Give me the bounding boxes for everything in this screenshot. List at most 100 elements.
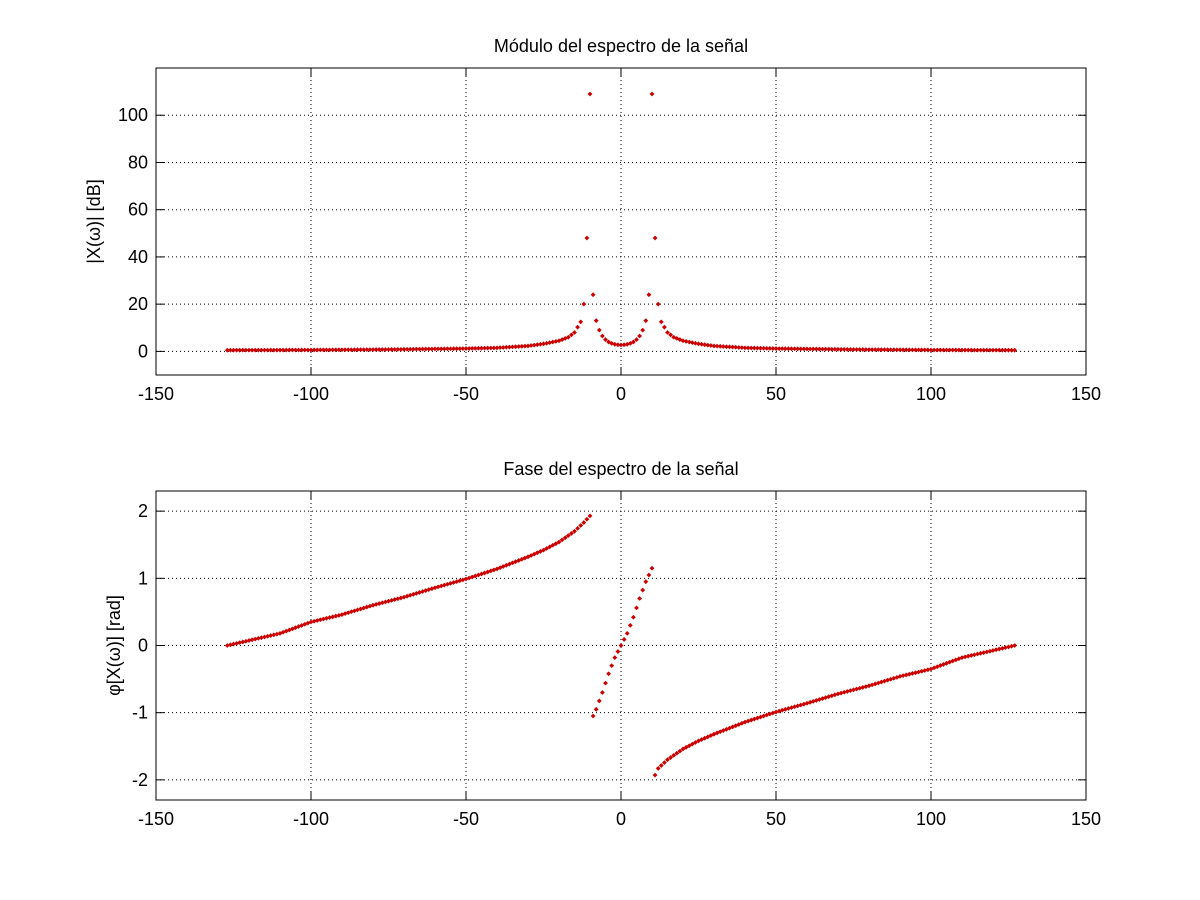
magnitude-data-point	[944, 347, 949, 353]
magnitude-data-point	[745, 345, 751, 351]
magnitude-data-point	[643, 318, 649, 324]
magnitude-data-point	[733, 344, 739, 350]
phase-data-point	[1012, 643, 1018, 648]
magnitude-data-point	[705, 342, 711, 348]
phase-data-point	[677, 748, 683, 754]
magnitude-data-point	[417, 346, 422, 352]
magnitude-data-point	[370, 347, 376, 352]
magnitude-data-point	[342, 347, 348, 353]
magnitude-data-point	[596, 327, 602, 333]
phase-data-point	[584, 516, 590, 522]
magnitude-data-point	[649, 91, 655, 97]
magnitude-data-point	[305, 347, 311, 353]
magnitude-data-point	[237, 347, 243, 353]
phase-data-point	[587, 513, 593, 519]
magnitude-data-point	[981, 347, 987, 353]
magnitude-data-point	[547, 340, 553, 345]
magnitude-data-point	[925, 347, 931, 353]
magnitude-data-point	[823, 346, 828, 352]
phase-data-point	[674, 750, 680, 756]
phase-data-point	[556, 539, 562, 545]
magnitude-data-point	[686, 339, 692, 345]
phase-xtick-label: 100	[916, 809, 946, 829]
magnitude-data-point	[550, 339, 556, 345]
magnitude-data-point	[1009, 347, 1014, 353]
magnitude-data-point	[906, 347, 912, 353]
magnitude-data-point	[621, 342, 627, 348]
magnitude-data-point	[1006, 347, 1011, 353]
phase-ytick-label: 1	[138, 568, 148, 588]
phase-data-point	[479, 571, 484, 577]
magnitude-data-point	[720, 344, 726, 349]
phase-data-point	[643, 579, 649, 585]
magnitude-data-point	[500, 345, 506, 350]
phase-data-point	[624, 631, 630, 636]
magnitude-data-point	[652, 235, 658, 241]
magnitude-data-point	[426, 346, 432, 352]
magnitude-data-point	[634, 337, 639, 342]
magnitude-data-point	[572, 330, 577, 335]
magnitude-ytick-label: 80	[128, 152, 148, 172]
magnitude-data-point	[293, 347, 298, 353]
magnitude-data-point	[556, 338, 562, 344]
magnitude-data-point	[680, 338, 686, 344]
magnitude-data-point	[820, 346, 825, 352]
magnitude-data-point	[234, 347, 239, 353]
magnitude-data-point	[327, 347, 332, 353]
magnitude-data-point	[869, 347, 875, 353]
phase-axes-frame	[155, 490, 1087, 801]
magnitude-data-point	[916, 347, 921, 353]
magnitude-data-point	[888, 347, 894, 353]
magnitude-data-point	[311, 347, 317, 353]
magnitude-data-point	[755, 345, 760, 351]
phase-xtick-label: -150	[138, 809, 174, 829]
phase-data-point	[578, 523, 584, 528]
phase-title: Fase del espectro de la señal	[503, 459, 738, 479]
magnitude-ylabel: |X(ω)| [dB]	[84, 179, 104, 263]
magnitude-data-point	[972, 347, 977, 353]
phase-ytick-label: 2	[138, 501, 148, 521]
phase-data-point	[652, 772, 658, 778]
magnitude-data-point	[553, 338, 559, 344]
magnitude-data-point	[339, 347, 345, 353]
magnitude-data-point	[528, 343, 534, 348]
magnitude-data-point	[277, 347, 283, 353]
magnitude-data-point	[361, 347, 367, 353]
phase-data-point	[649, 565, 655, 571]
magnitude-data-point	[950, 347, 956, 353]
phase-data-point	[655, 766, 661, 771]
magnitude-data-point	[231, 347, 236, 353]
magnitude-data-point	[448, 346, 453, 352]
magnitude-xtick-label: 50	[766, 384, 786, 404]
magnitude-data-point	[646, 292, 652, 298]
phase-data-point	[668, 755, 673, 760]
magnitude-data-point	[383, 347, 388, 352]
magnitude-data-point	[398, 346, 404, 352]
magnitude-data-point	[922, 347, 928, 353]
phase-xtick-label: 50	[766, 809, 786, 829]
magnitude-data-point	[603, 337, 608, 342]
magnitude-data-point	[463, 346, 469, 351]
phase-data-point	[569, 531, 574, 536]
magnitude-data-point	[996, 347, 1002, 353]
magnitude-data-point	[934, 347, 940, 353]
magnitude-data-point	[259, 347, 264, 353]
magnitude-data-point	[479, 345, 484, 351]
phase-data-point	[658, 763, 664, 768]
magnitude-data-point	[885, 347, 890, 353]
magnitude-data-point	[352, 347, 357, 353]
magnitude-data-point	[457, 346, 463, 352]
phase-ytick-label: 0	[138, 636, 148, 656]
magnitude-data-point	[590, 292, 596, 298]
magnitude-data-point	[525, 343, 531, 349]
magnitude-data-point	[228, 347, 233, 353]
magnitude-data-point	[947, 347, 952, 353]
magnitude-data-point	[472, 345, 478, 351]
magnitude-grid	[156, 68, 1086, 375]
magnitude-data-point	[854, 347, 859, 352]
phase-data-point	[646, 572, 652, 578]
magnitude-data-point	[637, 333, 642, 339]
magnitude-data-point	[848, 347, 853, 352]
phase-data-point	[262, 634, 267, 640]
